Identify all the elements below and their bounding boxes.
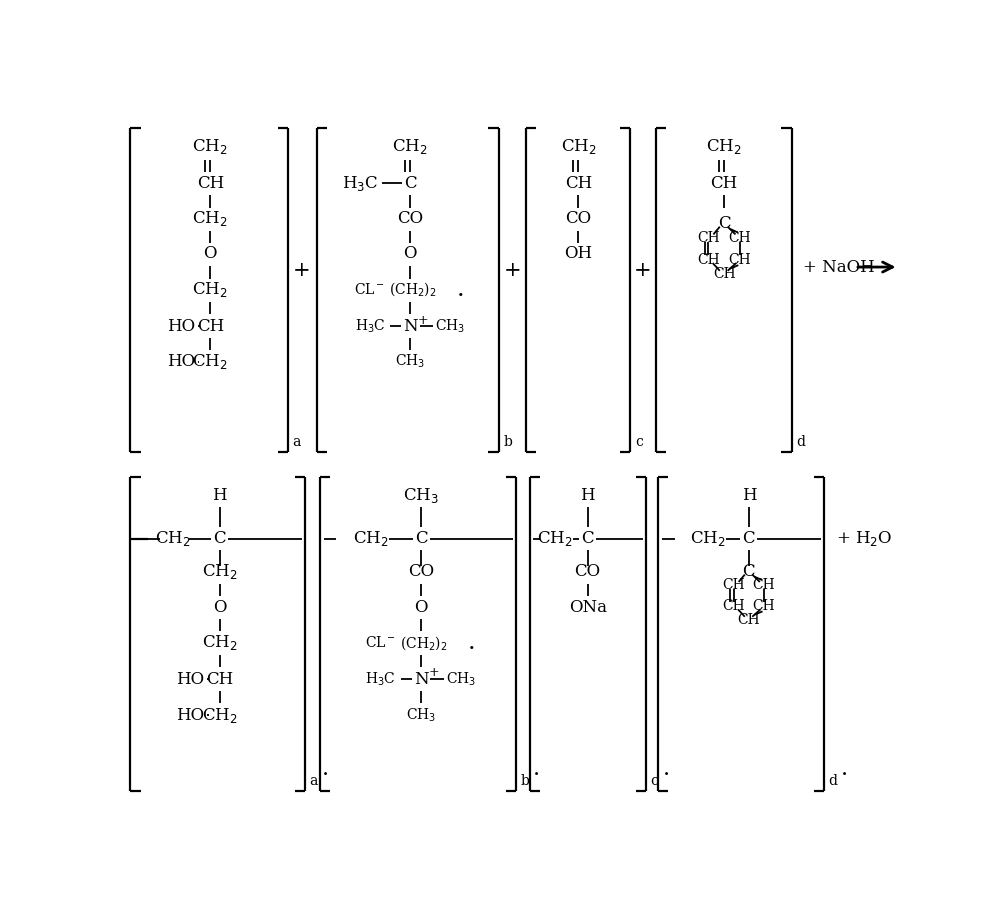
Text: CH: CH (728, 231, 751, 245)
Text: OH: OH (564, 246, 592, 262)
Text: H$_3$C: H$_3$C (355, 318, 385, 335)
Text: O: O (403, 246, 417, 262)
Text: C: C (743, 531, 755, 547)
Text: C: C (581, 531, 594, 547)
Text: HO: HO (176, 707, 204, 723)
Text: +: + (417, 314, 428, 327)
Text: CH$_2$: CH$_2$ (192, 136, 228, 156)
Text: C: C (213, 531, 226, 547)
Text: a: a (292, 435, 301, 449)
Text: .: . (841, 758, 848, 780)
Text: O: O (414, 599, 428, 616)
Text: CH: CH (723, 579, 745, 592)
Text: CH: CH (753, 579, 775, 592)
Text: CH: CH (197, 318, 224, 335)
Text: c: c (650, 774, 658, 787)
Text: CH$_2$: CH$_2$ (192, 280, 228, 298)
Text: d: d (796, 435, 805, 449)
Text: .: . (533, 758, 540, 780)
Text: +: + (428, 666, 439, 680)
Text: HO: HO (167, 353, 195, 370)
Text: O: O (213, 599, 226, 616)
Text: CL$^-$: CL$^-$ (354, 282, 385, 297)
Text: H: H (742, 487, 756, 504)
Text: CH: CH (710, 175, 738, 192)
Text: CH$_2$: CH$_2$ (353, 530, 388, 549)
Text: CH$_2$: CH$_2$ (155, 530, 191, 549)
Text: d: d (829, 774, 838, 787)
Text: + NaOH: + NaOH (803, 258, 875, 276)
Text: CH$_2$: CH$_2$ (192, 352, 228, 371)
Text: CH$_2$: CH$_2$ (202, 633, 237, 652)
Text: CH: CH (753, 599, 775, 613)
Text: HO: HO (176, 671, 204, 687)
Text: ONa: ONa (569, 599, 607, 616)
Text: CH: CH (738, 613, 760, 627)
Text: CH$_3$: CH$_3$ (406, 706, 436, 723)
Text: N: N (403, 318, 418, 335)
Text: CH: CH (723, 599, 745, 613)
Text: H: H (580, 487, 595, 504)
Text: CH$_3$: CH$_3$ (435, 318, 466, 335)
Text: CH$_2$: CH$_2$ (690, 530, 726, 549)
Text: .: . (457, 278, 464, 301)
Text: CH: CH (713, 268, 735, 281)
Text: CH: CH (206, 671, 233, 687)
Text: CO: CO (575, 562, 601, 580)
Text: HO: HO (167, 318, 195, 335)
Text: CH$_2$: CH$_2$ (202, 561, 237, 581)
Text: +: + (634, 261, 652, 280)
Text: CO: CO (397, 210, 423, 227)
Text: CH: CH (197, 175, 224, 192)
Text: CL$^-$: CL$^-$ (365, 635, 396, 651)
Text: CH$_2$: CH$_2$ (561, 136, 596, 156)
Text: H: H (212, 487, 227, 504)
Text: b: b (521, 774, 530, 787)
Text: + H$_2$O: + H$_2$O (836, 530, 893, 549)
Text: H$_3$C: H$_3$C (342, 174, 378, 193)
Text: C: C (404, 175, 417, 192)
Text: C: C (743, 562, 755, 580)
Text: CH: CH (728, 252, 751, 267)
Text: H$_3$C: H$_3$C (365, 671, 396, 688)
Text: CH: CH (565, 175, 592, 192)
Text: C: C (718, 215, 730, 232)
Text: (CH$_2$)$_2$: (CH$_2$)$_2$ (400, 634, 447, 652)
Text: (CH$_2$)$_2$: (CH$_2$)$_2$ (389, 280, 436, 298)
Text: CH$_3$: CH$_3$ (403, 486, 439, 505)
Text: N: N (414, 671, 428, 687)
Text: +: + (293, 261, 311, 280)
Text: CO: CO (408, 562, 434, 580)
Text: C: C (415, 531, 427, 547)
Text: CH$_3$: CH$_3$ (446, 671, 476, 688)
Text: CH$_2$: CH$_2$ (392, 136, 428, 156)
Text: .: . (321, 758, 329, 780)
Text: .: . (468, 632, 475, 654)
Text: c: c (635, 435, 643, 449)
Text: CH: CH (697, 231, 720, 245)
Text: CH$_2$: CH$_2$ (202, 705, 237, 724)
Text: CH$_2$: CH$_2$ (537, 530, 573, 549)
Text: .: . (662, 758, 670, 780)
Text: b: b (503, 435, 512, 449)
Text: a: a (309, 774, 318, 787)
Text: +: + (504, 261, 521, 280)
Text: CH$_2$: CH$_2$ (706, 136, 742, 156)
Text: CH: CH (697, 252, 720, 267)
Text: O: O (204, 246, 217, 262)
Text: CH$_2$: CH$_2$ (192, 209, 228, 228)
Text: CO: CO (565, 210, 591, 227)
Text: CH$_3$: CH$_3$ (395, 353, 425, 370)
